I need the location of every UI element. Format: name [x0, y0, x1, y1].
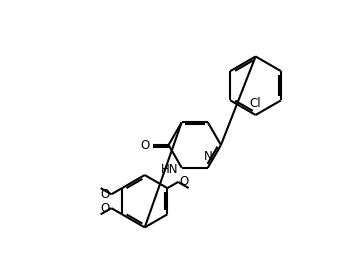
Text: O: O — [140, 138, 150, 152]
Text: O: O — [101, 202, 110, 215]
Text: HN: HN — [161, 163, 178, 176]
Text: N: N — [204, 150, 213, 163]
Text: Cl: Cl — [250, 96, 261, 110]
Text: O: O — [101, 188, 110, 201]
Text: O: O — [180, 175, 189, 188]
